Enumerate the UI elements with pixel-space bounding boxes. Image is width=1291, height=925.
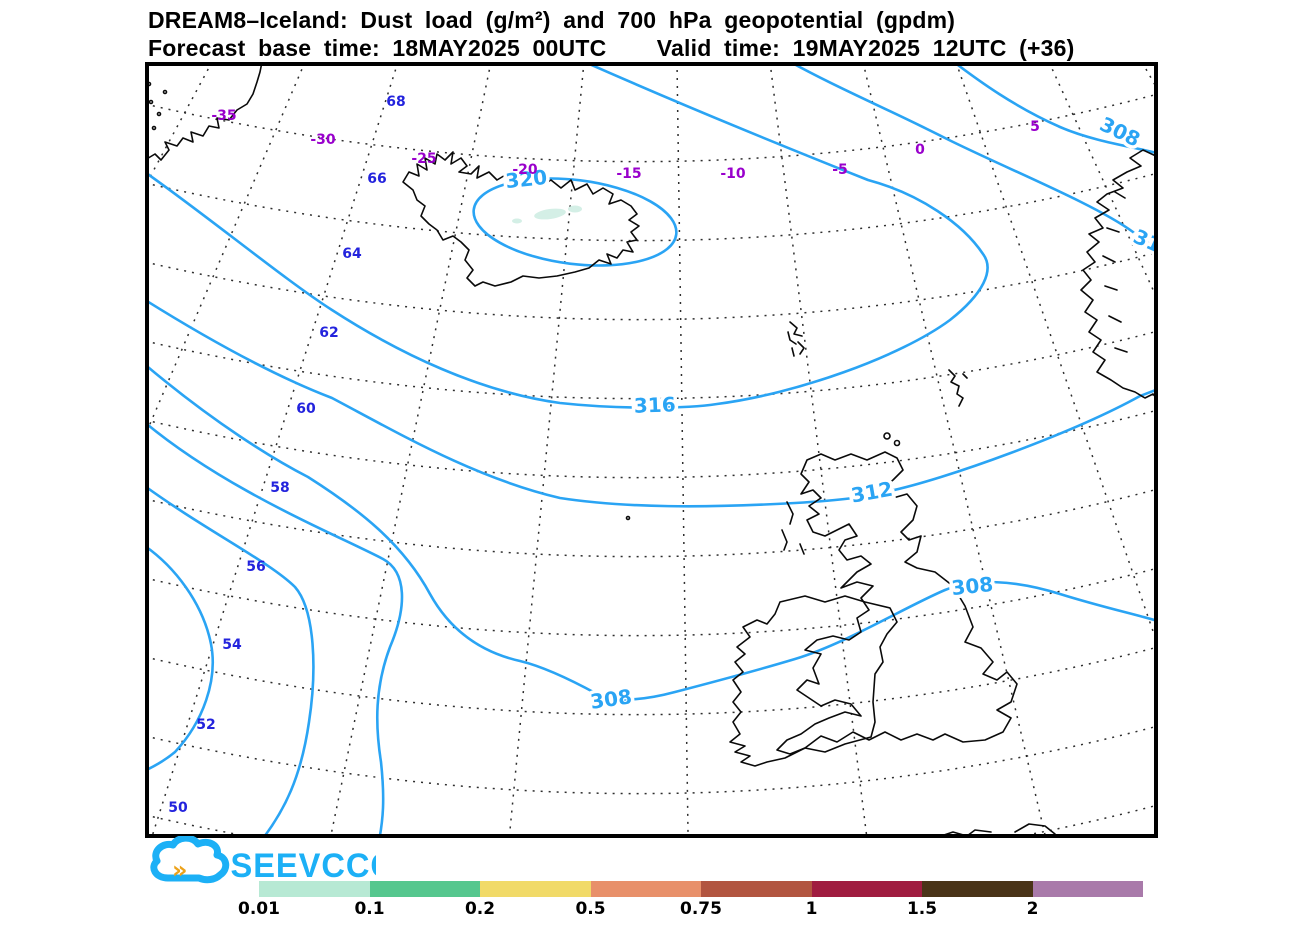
coastline-ireland	[729, 595, 898, 767]
parallel-line	[145, 93, 1158, 163]
colorbar-tick-labels: 0.01 0.1 0.2 0.5 0.75 1 1.5 2	[238, 899, 1143, 921]
meridian-line	[508, 62, 585, 838]
meridian-line	[150, 62, 399, 838]
coastline-iceland	[402, 151, 640, 287]
contour-304	[145, 420, 404, 838]
meridian-line	[769, 62, 868, 838]
colorbar-tick: 1.5	[906, 899, 938, 919]
longitude-label: -25	[411, 151, 436, 167]
contour-296	[145, 544, 215, 773]
cloud-icon	[150, 836, 230, 884]
dust-load-colorbar	[259, 881, 1143, 897]
dust-load-patches	[512, 205, 582, 224]
longitude-label: -5	[832, 162, 848, 178]
parallel-line	[145, 409, 1158, 479]
colorbar-segment	[369, 881, 480, 897]
latitude-label: 64	[342, 246, 362, 262]
map-subtitle: Forecast base time: 18MAY2025 00UTC Vali…	[148, 35, 1075, 61]
coastline-great-britain	[776, 451, 1018, 755]
contour-312-south	[145, 298, 1158, 508]
contour-320	[472, 177, 678, 267]
longitude-label: 0	[915, 142, 925, 158]
contour-300	[145, 484, 315, 838]
contour-308-south	[145, 362, 1158, 701]
colorbar-tick: 1	[805, 899, 818, 919]
graticule-grid	[145, 62, 1158, 838]
dust-patch	[534, 208, 566, 220]
colorbar-tick: 0.75	[680, 899, 722, 919]
latitude-label: 54	[222, 637, 242, 653]
logo-text: SEEVCCC	[230, 847, 376, 885]
colorbar-segment	[1032, 881, 1143, 897]
coastline-hebrides	[781, 501, 805, 555]
contour-316	[145, 62, 989, 409]
seevccc-logo: » SEEVCCC	[150, 836, 376, 885]
colorbar-tick: 0.5	[575, 899, 606, 919]
map-border	[145, 62, 1158, 838]
logo-arrow: »	[172, 856, 188, 884]
colorbar-tick: 0.2	[464, 899, 496, 919]
parallel-line	[145, 725, 1158, 795]
geopotential-contours	[145, 62, 1158, 838]
parallel-line	[145, 330, 1158, 400]
meridian-line	[145, 62, 306, 438]
longitude-label: -20	[512, 162, 538, 178]
colorbar-tick: 0.1	[354, 899, 385, 919]
contour-value-label: 316	[633, 392, 676, 417]
coastline-rockall	[625, 515, 631, 521]
coastline-orkney	[883, 432, 901, 447]
coastline-greenland-islets	[146, 81, 168, 131]
colorbar-tick: 2	[1026, 899, 1039, 919]
latitude-label: 56	[246, 559, 265, 575]
map-title: DREAM8–Iceland: Dust load (g/m²) and 700…	[148, 7, 956, 33]
contour-value-label: 312	[849, 477, 894, 508]
contour-value-label: 308	[950, 572, 994, 600]
meridian-line	[329, 62, 492, 838]
colorbar-segment	[811, 881, 922, 897]
colorbar-segment	[701, 881, 812, 897]
latitude-label: 66	[367, 171, 386, 187]
parallel-line	[145, 488, 1158, 558]
meridian-line	[1048, 62, 1158, 303]
contour-312-north	[787, 62, 1158, 252]
longitude-label: -15	[616, 166, 641, 182]
coastline-shetland	[948, 369, 968, 407]
latitude-label: 68	[386, 94, 405, 110]
latitude-label: 62	[319, 325, 338, 341]
colorbar-segment	[259, 881, 370, 897]
longitude-label: 5	[1030, 119, 1040, 135]
latitude-label: 50	[168, 800, 188, 816]
meridian-line	[955, 62, 1158, 648]
meridian-line	[676, 62, 689, 838]
longitude-label: -35	[211, 108, 236, 124]
contour-value-label: 308	[589, 684, 634, 714]
coastline-faroe-islands	[787, 321, 805, 357]
parallel-line	[145, 567, 1158, 637]
coastlines	[145, 62, 1158, 838]
meridian-line	[862, 62, 1047, 838]
dust-patch	[568, 205, 582, 213]
latitude-label: 52	[196, 717, 215, 733]
colorbar-segment	[590, 881, 701, 897]
title-block: DREAM8–Iceland: Dust load (g/m²) and 700…	[148, 6, 1075, 62]
colorbar-segment	[922, 881, 1033, 897]
dust-patch	[512, 218, 522, 224]
contour-308-north	[951, 62, 1158, 155]
colorbar-tick: 0.01	[238, 899, 280, 919]
contour-value-label: 312	[1130, 224, 1158, 263]
coastline-norway	[1080, 149, 1158, 401]
longitude-label: -30	[310, 132, 336, 148]
coastline-greenland	[145, 62, 263, 161]
colorbar-segment	[480, 881, 591, 897]
latitude-label: 58	[270, 480, 289, 496]
latitude-label: 60	[296, 401, 316, 417]
longitude-label: -10	[720, 166, 746, 182]
parallel-line	[145, 804, 1158, 838]
